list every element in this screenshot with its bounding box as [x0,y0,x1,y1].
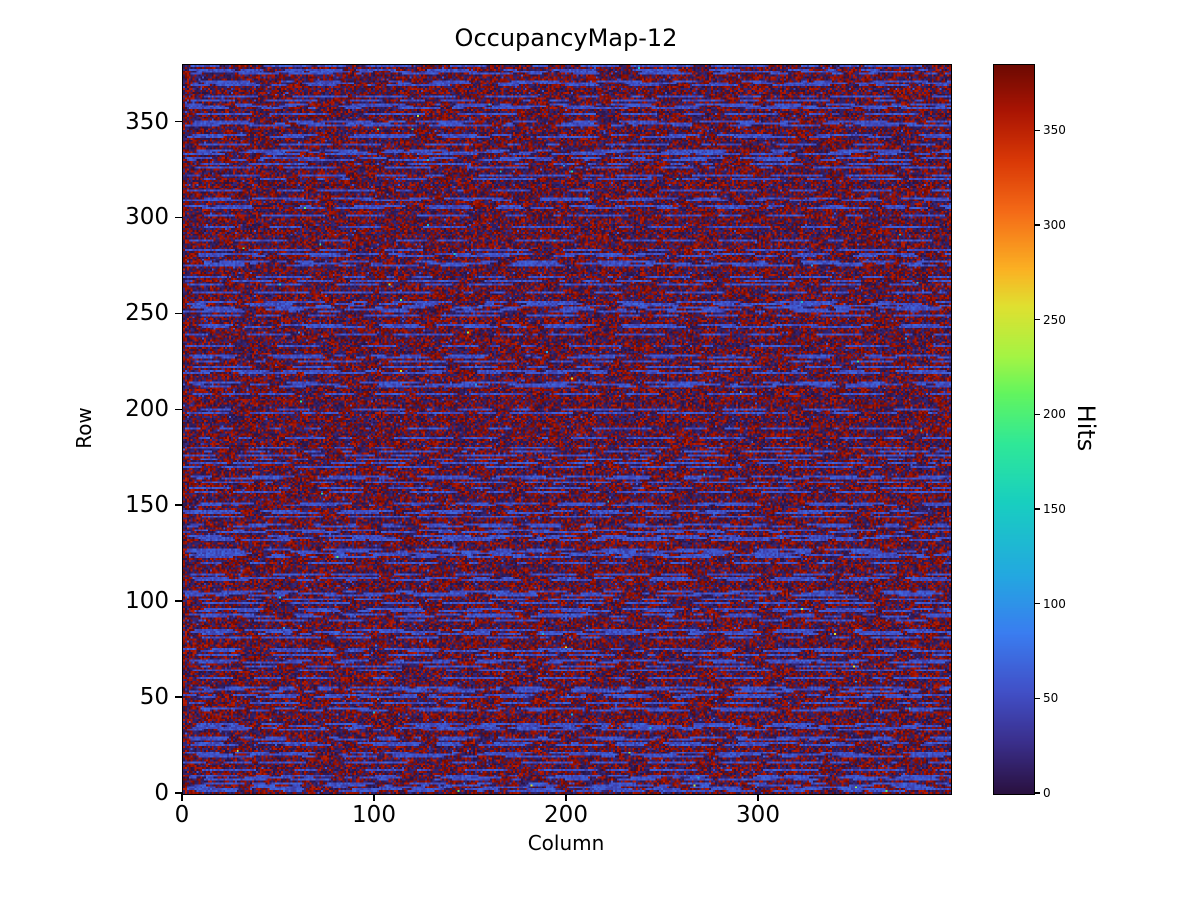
x-tick-label: 200 [544,802,588,828]
colorbar-tick-label: 100 [1043,596,1066,611]
y-tick-label: 300 [125,204,169,231]
x-tick-label: 300 [736,802,780,828]
y-tick-label: 350 [125,108,169,135]
x-tick-label: 0 [174,802,190,828]
colorbar-tick-label: 300 [1043,217,1066,232]
colorbar-tick-mark [1035,129,1040,131]
y-tick-mark [175,312,182,315]
y-tick-mark [175,600,182,602]
colorbar-canvas [994,65,1034,794]
chart-title: OccupancyMap-12 [454,24,678,52]
y-tick-mark [175,792,182,794]
colorbar-tick-mark [1035,413,1040,415]
y-tick-label: 150 [125,492,169,519]
x-axis-label: Column [527,831,605,855]
colorbar-tick-mark [1035,508,1040,510]
y-tick-mark [175,504,182,506]
y-axis-label: Row [72,407,96,449]
y-tick-mark [175,120,182,123]
y-tick-mark [175,216,182,219]
x-tick-mark [757,794,759,801]
y-tick-label: 200 [125,396,169,423]
heatmap-canvas [183,65,951,794]
y-tick-label: 0 [154,780,169,806]
colorbar-tick-mark [1035,319,1040,321]
colorbar-tick-label: 150 [1043,501,1066,516]
colorbar-tick-mark [1035,697,1040,699]
y-tick-label: 50 [139,684,169,711]
colorbar-tick-mark [1035,603,1040,605]
x-tick-mark [373,794,375,801]
colorbar-tick-mark [1035,224,1040,226]
colorbar-tick-mark [1035,792,1040,794]
y-tick-mark [175,408,182,411]
x-tick-mark [181,794,183,801]
colorbar-tick-label: 350 [1043,123,1066,138]
y-tick-label: 250 [125,300,169,327]
colorbar-tick-label: 250 [1043,312,1066,327]
x-tick-label: 100 [352,802,396,828]
colorbar-tick-label: 200 [1043,407,1066,422]
y-tick-label: 100 [125,588,169,615]
colorbar-tick-label: 0 [1043,786,1051,800]
plot-area [182,64,952,795]
colorbar-tick-label: 50 [1043,691,1059,706]
colorbar-label: Hits [1072,404,1100,452]
colorbar [993,64,1035,795]
y-tick-mark [175,696,182,698]
x-tick-mark [565,794,567,801]
